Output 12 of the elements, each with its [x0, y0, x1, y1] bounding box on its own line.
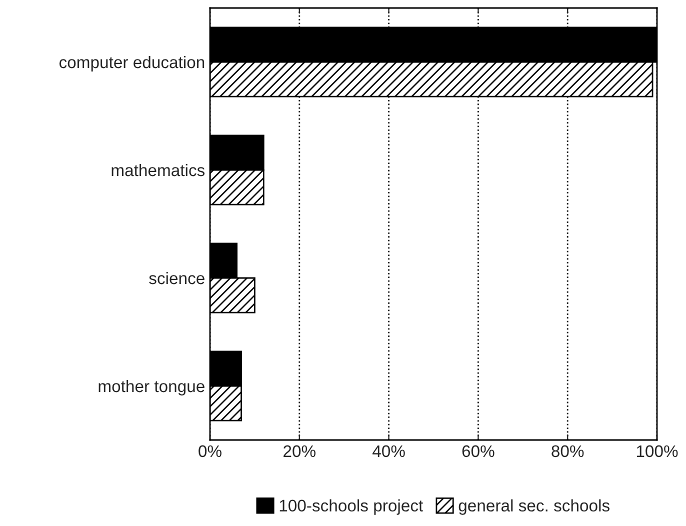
y-tick-label: mother tongue: [98, 380, 204, 396]
x-tick-label: 0%: [198, 445, 222, 458]
legend-label: 100-schools project: [280, 499, 424, 515]
legend-label: general sec. schools: [458, 499, 610, 515]
y-tick-label: science: [149, 272, 204, 284]
x-tick-label: 40%: [372, 445, 405, 458]
y-tick-label: mathematics: [112, 164, 205, 176]
y-tick-label: computer education: [59, 56, 204, 72]
x-tick-label: 100%: [636, 445, 678, 458]
x-tick-label: 60%: [462, 445, 494, 458]
x-tick-label: 80%: [552, 445, 584, 458]
x-tick-label: 20%: [284, 445, 316, 458]
